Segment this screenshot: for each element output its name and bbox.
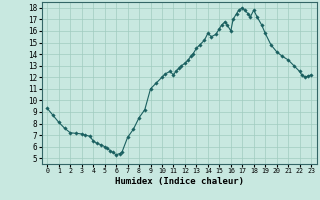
X-axis label: Humidex (Indice chaleur): Humidex (Indice chaleur) — [115, 177, 244, 186]
